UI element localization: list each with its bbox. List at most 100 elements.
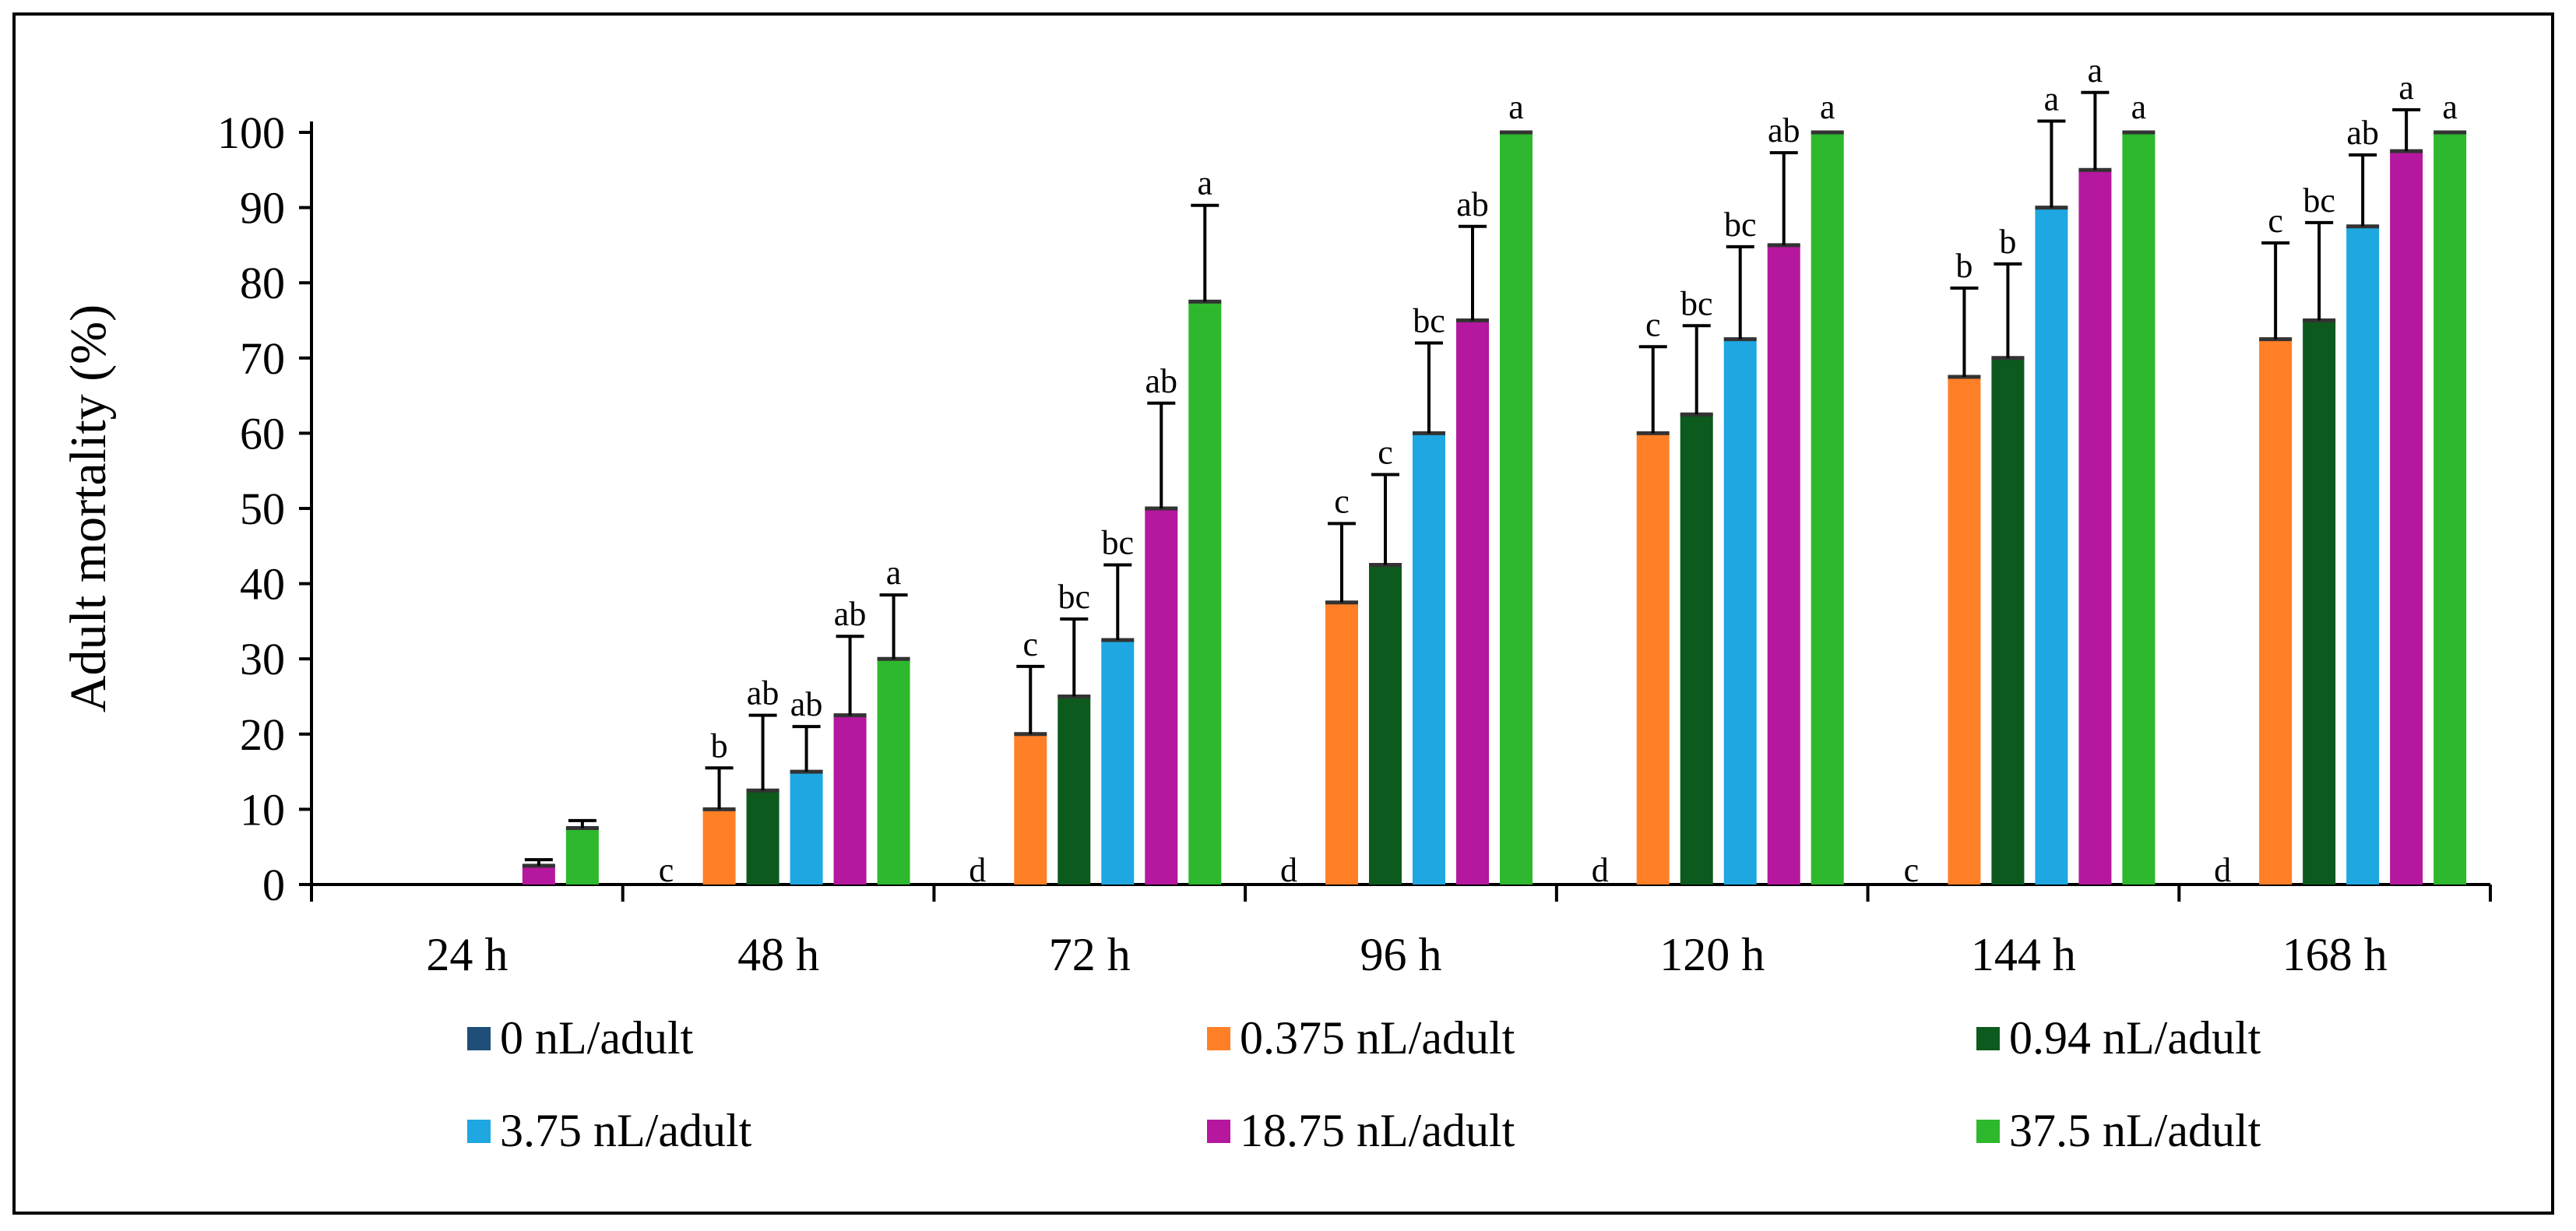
- bar: [2035, 207, 2068, 885]
- bar: [1145, 508, 1178, 885]
- significance-letter: a: [1508, 88, 1524, 126]
- bar-chart: 0 10 20 30 40 50 60 70 80 90 100 Adult mortality (%…: [60, 51, 2492, 1156]
- significance-letter: b: [711, 726, 728, 765]
- significance-letter: bc: [1680, 284, 1713, 322]
- bar: [2433, 132, 2467, 885]
- y-tick-label: 40: [240, 559, 285, 610]
- bar: [2390, 151, 2423, 885]
- bar: [833, 715, 867, 885]
- significance-letter: a: [2131, 88, 2147, 126]
- significance-letter: a: [1820, 88, 1835, 126]
- y-tick-label: 60: [240, 408, 285, 459]
- bar: [1325, 602, 1358, 885]
- x-category-label: 72 h: [1049, 929, 1131, 980]
- legend-label: 37.5 nL/adult: [2009, 1105, 2261, 1156]
- significance-letter: d: [2214, 851, 2231, 889]
- significance-letter: ab: [790, 685, 823, 723]
- bar: [702, 809, 736, 885]
- x-category-label: 24 h: [426, 929, 508, 980]
- bar: [1014, 733, 1047, 885]
- legend-label: 18.75 nL/adult: [1240, 1105, 1515, 1156]
- legend-swatch: [1976, 1027, 2000, 1050]
- bar: [1456, 320, 1489, 885]
- x-category-label: 168 h: [2282, 929, 2388, 980]
- bar: [2303, 320, 2336, 885]
- legend-label: 0.94 nL/adult: [2009, 1012, 2261, 1064]
- significance-letter: b: [1955, 247, 1972, 285]
- significance-letter: d: [1592, 851, 1609, 889]
- legend-swatch: [467, 1120, 491, 1143]
- significance-letter: a: [2088, 51, 2103, 90]
- legend-swatch: [1976, 1120, 2000, 1143]
- legend-swatch: [1207, 1027, 1230, 1050]
- significance-letter: c: [1378, 434, 1393, 472]
- significance-letter: a: [886, 554, 902, 592]
- significance-letter: ab: [747, 674, 779, 712]
- bar: [2259, 339, 2293, 885]
- legend-label: 3.75 nL/adult: [500, 1105, 752, 1156]
- bar: [1413, 433, 1445, 885]
- significance-letter: a: [2398, 69, 2414, 107]
- y-tick-label: 70: [240, 333, 285, 384]
- y-tick-label: 80: [240, 258, 285, 308]
- significance-letter: c: [1023, 625, 1039, 663]
- axes: 0 10 20 30 40 50 60 70 80 90 100 Adult mortality (%…: [60, 107, 2492, 910]
- x-category-label: 48 h: [737, 929, 819, 980]
- y-tick-label: 0: [262, 860, 285, 910]
- x-category-label: 96 h: [1360, 929, 1442, 980]
- significance-letter: bc: [1058, 578, 1091, 616]
- bar: [1101, 640, 1135, 885]
- significance-letter: bc: [1102, 523, 1135, 561]
- bar: [1680, 414, 1713, 885]
- significance-letter: bc: [1413, 301, 1445, 339]
- bar: [565, 828, 599, 885]
- significance-letter: bc: [2303, 181, 2335, 220]
- bar: [2078, 170, 2112, 885]
- significance-letter: c: [2268, 202, 2283, 240]
- bar: [1948, 376, 1981, 885]
- significance-letter: d: [1280, 851, 1297, 889]
- significance-letter: a: [1198, 164, 1213, 202]
- legend: 0 nL/adult 0.375 nL/adult 0.94 nL/adult 3.7…: [467, 1012, 2261, 1156]
- chart-frame: 0 10 20 30 40 50 60 70 80 90 100 Adult mortality (%…: [12, 12, 2554, 1215]
- significance-letter: ab: [2346, 114, 2379, 152]
- bar: [877, 659, 910, 885]
- y-tick-label: 50: [240, 484, 285, 534]
- bar: [1723, 339, 1757, 885]
- bar: [1057, 696, 1091, 885]
- bar: [1636, 433, 1670, 885]
- significance-letter: a: [2044, 80, 2060, 118]
- legend-label: 0 nL/adult: [500, 1012, 694, 1064]
- significance-letter: b: [1999, 223, 2016, 261]
- y-tick-label: 100: [217, 107, 285, 158]
- y-tick-label: 30: [240, 634, 285, 684]
- significance-letter: ab: [1145, 362, 1178, 400]
- significance-letter: ab: [1456, 185, 1489, 223]
- y-tick-label: 90: [240, 183, 285, 234]
- bar: [1369, 565, 1402, 885]
- significance-letter: c: [1645, 305, 1661, 343]
- significance-letter: c: [1334, 482, 1350, 520]
- significance-letter: bc: [1724, 206, 1757, 244]
- bar: [1188, 301, 1222, 885]
- bar: [1767, 244, 1800, 885]
- significance-letter: ab: [834, 595, 867, 633]
- legend-label: 0.375 nL/adult: [1240, 1012, 1515, 1064]
- bar: [1991, 357, 2025, 885]
- bar: [1500, 132, 1533, 885]
- x-category-label: 144 h: [1971, 929, 2076, 980]
- bar: [2122, 132, 2155, 885]
- legend-swatch: [1207, 1120, 1230, 1143]
- significance-letter: d: [969, 851, 986, 889]
- y-tick-label: 10: [240, 784, 285, 835]
- significance-letter: ab: [1768, 111, 1800, 149]
- legend-swatch: [467, 1027, 491, 1050]
- y-tick-label: 20: [240, 709, 285, 760]
- bar: [746, 790, 779, 885]
- significance-letter: a: [2442, 88, 2458, 126]
- x-category-label: 120 h: [1659, 929, 1765, 980]
- significance-letter: c: [1904, 851, 1920, 889]
- bar: [2346, 226, 2380, 885]
- bars: [522, 90, 2467, 885]
